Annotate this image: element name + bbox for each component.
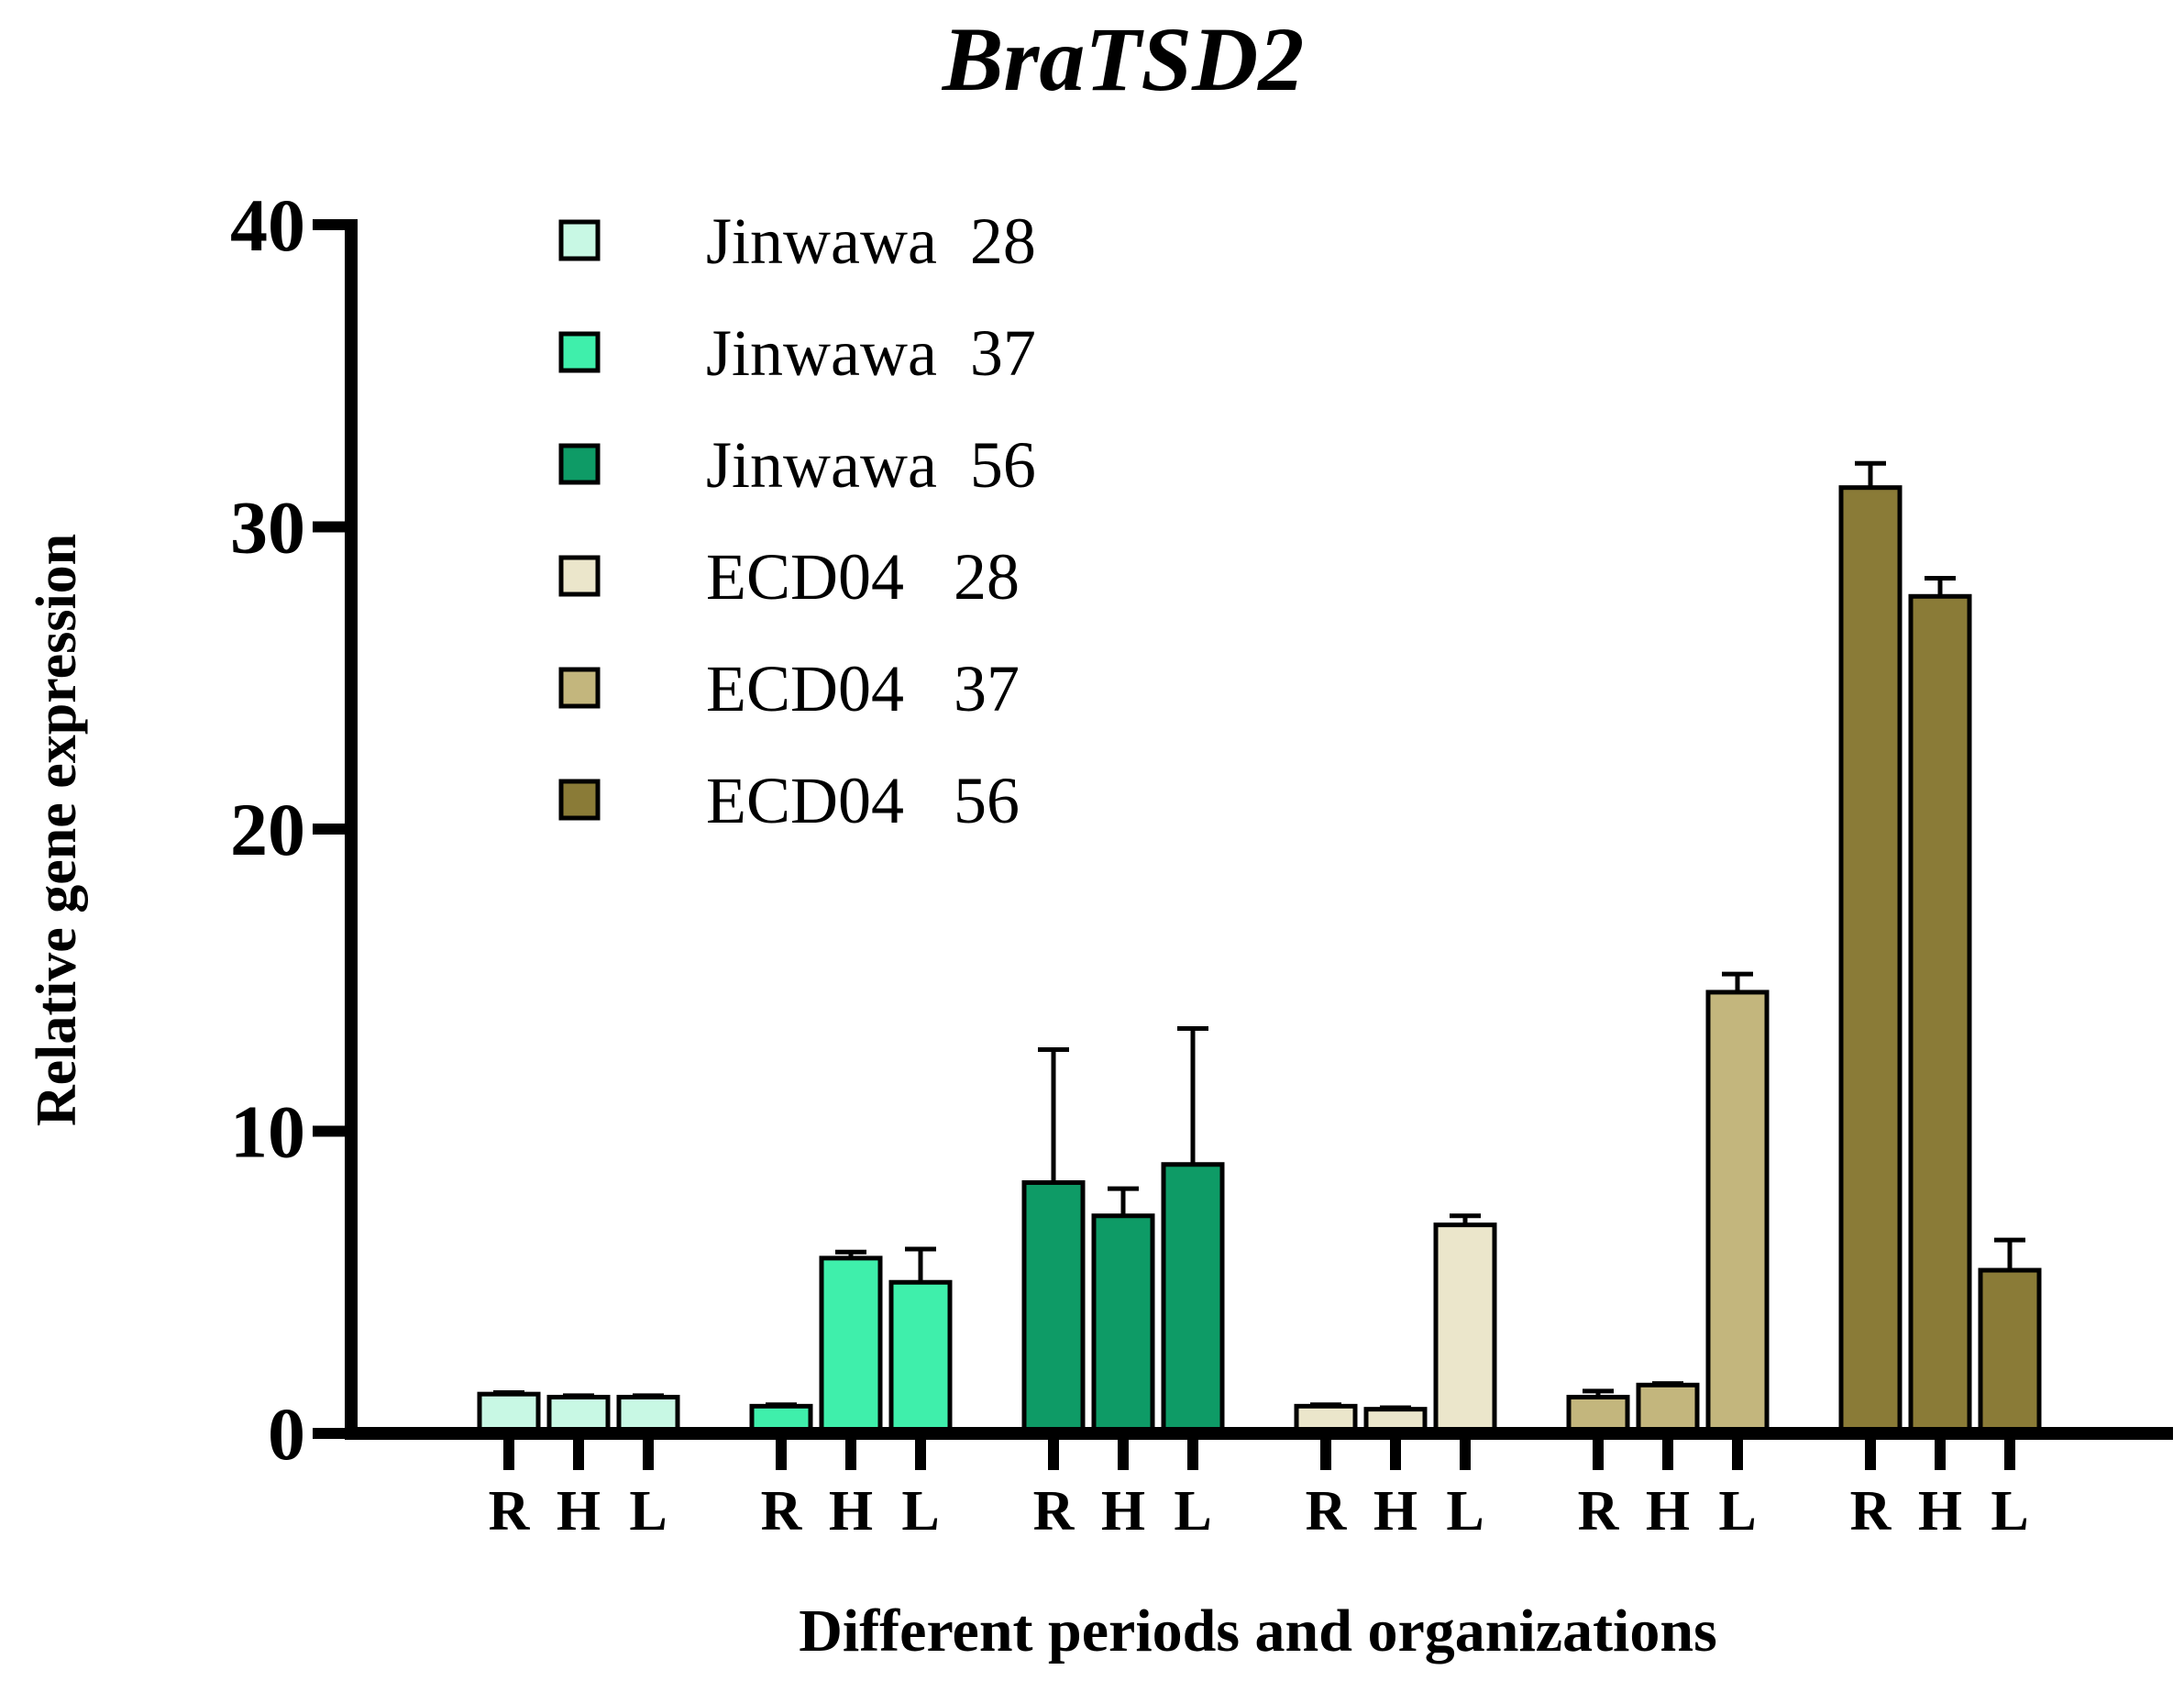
bar xyxy=(1705,990,1770,1436)
x-tick-label: H xyxy=(829,1480,873,1543)
bar xyxy=(477,1391,541,1436)
y-tick-label: 0 xyxy=(268,1392,305,1476)
bar xyxy=(1091,1213,1155,1436)
bar xyxy=(1636,1382,1700,1436)
x-tick-label: H xyxy=(557,1480,601,1543)
x-tick-label: R xyxy=(1578,1480,1620,1543)
y-tick-label: 40 xyxy=(230,183,305,267)
x-tick-label: H xyxy=(1373,1480,1417,1543)
y-tick-label: 10 xyxy=(230,1090,305,1174)
y-tick-label: 20 xyxy=(230,788,305,871)
x-tick-label: L xyxy=(1718,1480,1756,1543)
x-tick-label: H xyxy=(1101,1480,1145,1543)
x-tick-label: L xyxy=(629,1480,667,1543)
y-axis-label: Relative gene expression xyxy=(26,534,88,1126)
legend-label: Jinwawa 28 xyxy=(706,205,1036,278)
legend-swatch xyxy=(558,667,601,709)
bar xyxy=(1908,593,1972,1436)
x-tick-label: H xyxy=(1646,1480,1690,1543)
legend-swatch xyxy=(558,219,601,261)
legend-label: ECD04 28 xyxy=(706,540,1020,614)
bar xyxy=(1433,1222,1497,1436)
chart-title: BraTSD2 xyxy=(942,8,1305,110)
x-tick-label: L xyxy=(1991,1480,2028,1543)
legend-swatch xyxy=(558,443,601,485)
legend-swatch xyxy=(558,779,601,821)
x-axis-label: Different periods and organizations xyxy=(799,1598,1717,1664)
x-tick-label: L xyxy=(1446,1480,1484,1543)
legend-swatch xyxy=(558,331,601,373)
x-tick-label: R xyxy=(1850,1480,1892,1543)
bar xyxy=(1838,485,1903,1436)
bar xyxy=(819,1255,883,1436)
bar xyxy=(888,1279,953,1436)
legend-swatch xyxy=(558,555,601,597)
legend-label: Jinwawa 56 xyxy=(706,428,1036,502)
x-tick-label: H xyxy=(1918,1480,1962,1543)
x-tick-label: R xyxy=(761,1480,803,1543)
legend: Jinwawa 28 Jinwawa 37 Jinwawa 56 ECD04 28 EC… xyxy=(558,205,1036,837)
bars xyxy=(477,460,2042,1436)
x-tick-label: R xyxy=(1306,1480,1348,1543)
x-tick-label: R xyxy=(489,1480,531,1543)
bar xyxy=(1021,1180,1086,1436)
bar xyxy=(1978,1267,2042,1436)
x-tick-label: R xyxy=(1033,1480,1075,1543)
y-axis: 0 10 20 30 40 xyxy=(230,183,358,1476)
legend-label: Jinwawa 37 xyxy=(706,316,1036,390)
legend-label: ECD04 56 xyxy=(706,764,1020,837)
bar xyxy=(1161,1162,1225,1436)
x-tick-label: L xyxy=(901,1480,939,1543)
y-tick-label: 30 xyxy=(230,486,305,570)
legend-label: ECD04 37 xyxy=(706,652,1020,725)
x-tick-label: L xyxy=(1174,1480,1211,1543)
